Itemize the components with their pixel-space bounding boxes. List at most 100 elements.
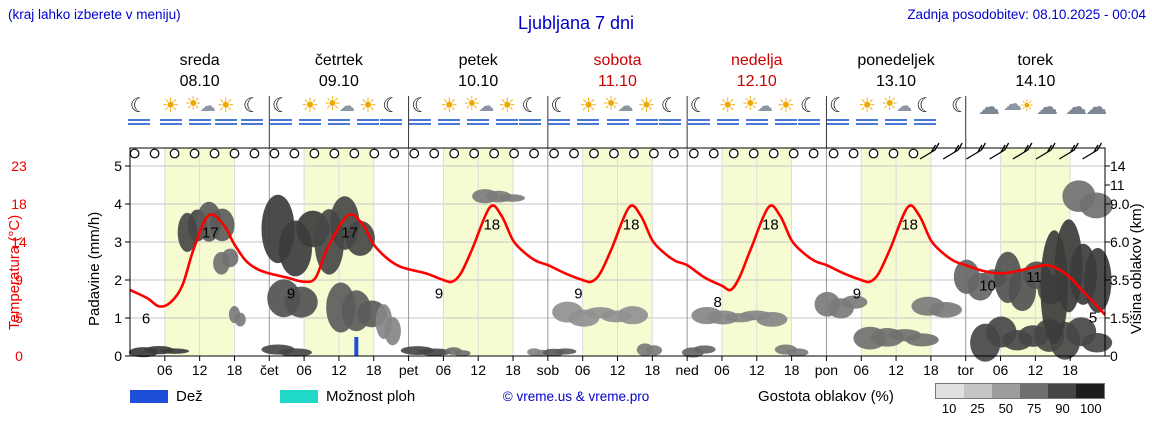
fog-lines-icon bbox=[603, 119, 633, 125]
sun-icon: ☀ bbox=[637, 95, 656, 117]
temperature-value-label: 10 bbox=[979, 277, 996, 294]
cloud-blob bbox=[345, 220, 375, 256]
temperature-value-label: 18 bbox=[483, 216, 500, 233]
day-abbrev-label: pet bbox=[399, 362, 419, 378]
wind-barb bbox=[942, 142, 963, 160]
hour-tick-label: 06 bbox=[853, 362, 869, 378]
cloud-cover-circle bbox=[708, 148, 719, 159]
weather-icon-sun_cloud: ☀ ☁ bbox=[185, 95, 216, 142]
precipitation-tick: 1 bbox=[114, 310, 122, 326]
weather-icon-sun: ☀ bbox=[295, 96, 325, 142]
cloud-cover-circle bbox=[808, 148, 819, 159]
cloud-cover-circle bbox=[409, 148, 420, 159]
cloud-layers bbox=[128, 180, 1113, 362]
density-gradient-segment bbox=[1076, 384, 1104, 398]
cloud-blob bbox=[645, 345, 663, 356]
copyright-link[interactable]: © vreme.us & vreme.pro bbox=[502, 389, 650, 404]
cloud-cover-circle bbox=[628, 148, 639, 159]
moon-icon: ☾ bbox=[242, 95, 261, 117]
weather-icon-cloud: ☁ bbox=[974, 96, 1004, 142]
density-gradient-segment bbox=[936, 384, 964, 398]
temperature-value-label: 18 bbox=[901, 216, 918, 233]
temperature-value-label: 6 bbox=[142, 310, 150, 327]
hour-tick-label: 18 bbox=[366, 362, 382, 378]
fog-lines-icon bbox=[823, 119, 853, 125]
density-gradient-segment bbox=[964, 384, 992, 398]
menu-hint: (kraj lahko izberete v meniju) bbox=[8, 7, 181, 22]
day-header: četrtek 09.10 bbox=[269, 50, 408, 92]
temperature-value-label: 9 bbox=[574, 286, 582, 303]
wind-barb bbox=[966, 142, 986, 160]
weather-icon-moon: ☾ bbox=[544, 96, 574, 142]
day-header: nedelja 12.10 bbox=[687, 50, 826, 92]
last-update: Zadnja posodobitev: 08.10.2025 - 00:04 bbox=[907, 7, 1146, 22]
sun-icon: ☀ bbox=[718, 95, 737, 117]
cloud-blob bbox=[756, 311, 788, 327]
temperature-value-label: 17 bbox=[202, 225, 219, 242]
fog-lines-icon bbox=[632, 119, 662, 125]
sun-icon: ☀ bbox=[300, 95, 319, 117]
cloud-icon: ☁ bbox=[1064, 94, 1087, 119]
density-tick-label: 75 bbox=[1026, 401, 1042, 416]
weather-icon-cloud: ☁ bbox=[1081, 96, 1111, 142]
fog-lines-icon bbox=[713, 119, 743, 125]
hour-tick-label: 18 bbox=[645, 362, 661, 378]
hour-tick-label: 12 bbox=[888, 362, 904, 378]
cloud-blob bbox=[841, 295, 868, 309]
weather-icon-moon: ☾ bbox=[655, 96, 685, 142]
weather-icon-sun: ☀ bbox=[492, 96, 522, 142]
cloud-height-tick: 1.5 bbox=[1110, 310, 1130, 326]
cloud-blob bbox=[617, 306, 649, 325]
cloud-cover-circle bbox=[509, 148, 519, 159]
weather-icon-moon: ☾ bbox=[794, 96, 824, 142]
fog-lines-icon bbox=[295, 119, 325, 125]
day-abbrev-label: čet bbox=[260, 362, 279, 378]
precipitation-tick: 4 bbox=[114, 196, 122, 212]
weather-icon-sun: ☀ bbox=[353, 96, 383, 142]
weather-icon-cloud: ☁ bbox=[1061, 96, 1091, 142]
weather-icon-sun: ☀ bbox=[434, 96, 464, 142]
hour-tick-label: 18 bbox=[1062, 362, 1078, 378]
temperature-tick: 0 bbox=[15, 348, 23, 364]
density-tick-label: 90 bbox=[1055, 401, 1070, 416]
day-header: sobota 11.10 bbox=[548, 50, 687, 92]
sun-cloud-icon: ☀ ☁ bbox=[463, 94, 495, 115]
hour-tick-label: 18 bbox=[784, 362, 800, 378]
cloud-cover-circle bbox=[289, 148, 300, 159]
temperature-tick: 18 bbox=[11, 196, 27, 212]
weather-icon-moon: ☾ bbox=[376, 96, 406, 142]
cloud-blob bbox=[1081, 332, 1113, 353]
hour-tick-label: 12 bbox=[1028, 362, 1044, 378]
cloud-cover-circle bbox=[229, 148, 240, 159]
hour-tick-label: 18 bbox=[923, 362, 939, 378]
cloud-cover-circle bbox=[369, 148, 380, 159]
day-name: petek bbox=[458, 52, 498, 69]
hour-tick-label: 12 bbox=[331, 362, 347, 378]
temperature-value-label: 9 bbox=[435, 286, 443, 303]
fog-lines-icon bbox=[515, 119, 545, 125]
day-header: ponedeljek 13.10 bbox=[826, 50, 965, 92]
cloud-cover-circle bbox=[489, 148, 500, 159]
temperature-value-label: 18 bbox=[623, 216, 640, 233]
weather-icon-moon: ☾ bbox=[266, 96, 296, 142]
cloud-cover-circle bbox=[908, 148, 919, 159]
temperature-tick: 9 bbox=[15, 272, 23, 288]
fog-lines-icon bbox=[211, 119, 241, 125]
moon-icon: ☾ bbox=[411, 95, 430, 117]
moon-icon: ☾ bbox=[129, 95, 148, 117]
moon-icon: ☾ bbox=[382, 95, 401, 117]
weather-icon-sun_cloud: ☀ ☁ bbox=[603, 95, 634, 142]
moon-icon: ☾ bbox=[829, 95, 847, 117]
density-tick-label: 10 bbox=[941, 401, 957, 416]
temperature-tick: 5 bbox=[15, 310, 23, 326]
cloud-density-gradient bbox=[935, 383, 1105, 399]
rain-legend-swatch bbox=[130, 390, 168, 403]
precipitation-tick: 5 bbox=[114, 158, 122, 174]
cloud-icon: ☁ bbox=[1035, 94, 1058, 119]
weather-icon-sun: ☀ bbox=[573, 96, 603, 142]
cloud-blob bbox=[278, 348, 312, 357]
fog-lines-icon bbox=[655, 119, 685, 125]
fog-lines-icon bbox=[881, 119, 911, 125]
temperature-tick: 23 bbox=[11, 158, 27, 174]
